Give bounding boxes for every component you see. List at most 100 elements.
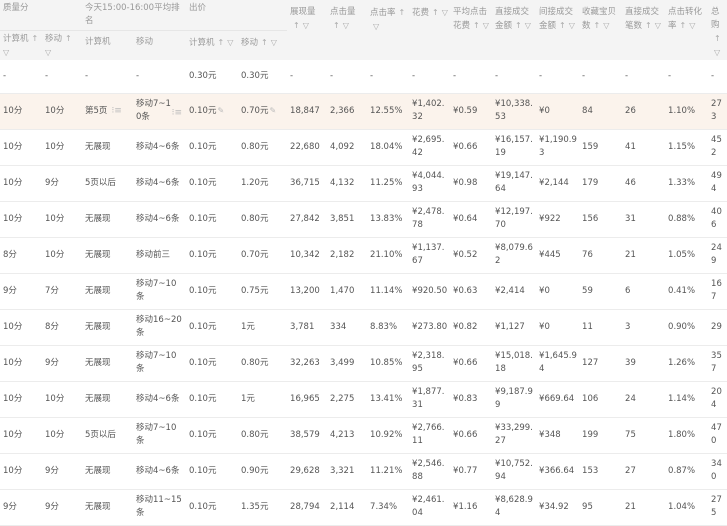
table-cell: 0.41% bbox=[668, 285, 696, 296]
metric-header[interactable]: 点击量 ↑ ▽ bbox=[327, 0, 368, 60]
table-cell: 0.10元 bbox=[189, 429, 217, 440]
table-cell: 10分 bbox=[45, 213, 65, 224]
sort-up-arrow-icon[interactable]: ↑ bbox=[293, 21, 300, 30]
table-cell: 1元 bbox=[241, 321, 255, 332]
sort-up-arrow-icon[interactable]: ↑ bbox=[593, 21, 601, 30]
table-cell: 31 bbox=[625, 213, 636, 224]
sort-up-arrow-icon[interactable]: ↑ bbox=[432, 8, 439, 17]
table-cell: ¥922 bbox=[539, 213, 561, 224]
metric-header[interactable]: 展现量 ↑ ▽ bbox=[287, 0, 328, 60]
table-cell: 0.10元 bbox=[189, 249, 217, 260]
metric-header[interactable]: 直接成交笔数 ↑ ▽ bbox=[622, 0, 666, 60]
metric-header[interactable]: 点击率 ↑ ▽ bbox=[367, 0, 410, 60]
table-cell: 0.10元 bbox=[189, 321, 217, 332]
table-row[interactable]: 10分 9分 5页以后 移动4~6条 0.10元 1.20元 36,715 4,132 11.2… bbox=[0, 165, 727, 201]
table-cell: 9分 bbox=[45, 177, 59, 188]
table-cell: 10分 bbox=[45, 249, 65, 260]
metric-header[interactable]: 间接成交金额 ↑ ▽ bbox=[536, 0, 580, 60]
sort-up-arrow-icon[interactable]: ↑ bbox=[473, 21, 480, 30]
table-cell: 0.90% bbox=[668, 321, 696, 332]
table-cell: 3 bbox=[625, 321, 631, 332]
filter-icon[interactable]: ▽ bbox=[689, 21, 696, 30]
sort-up-arrow-icon[interactable]: ↑ bbox=[333, 21, 340, 30]
table-cell: 12.55% bbox=[370, 105, 403, 116]
metric-header[interactable]: 直接成交金额 ↑ ▽ bbox=[492, 0, 537, 60]
table-cell: 移动7~10条 bbox=[136, 351, 177, 374]
filter-icon[interactable]: ▽ bbox=[373, 22, 380, 31]
quality-pc-header[interactable]: 计算机 ↑ ▽ bbox=[0, 30, 42, 60]
sort-up-arrow-icon[interactable]: ↑ bbox=[645, 21, 652, 30]
table-row[interactable]: 8分 10分 无展现 移动前三 0.10元 0.70元 10,342 2,182 21.10% ¥… bbox=[0, 237, 727, 273]
table-cell: 无展现 bbox=[85, 213, 111, 224]
filter-icon[interactable]: ▽ bbox=[45, 47, 52, 57]
filter-icon[interactable]: ▽ bbox=[524, 21, 531, 30]
table-cell: ¥0.52 bbox=[453, 249, 478, 260]
filter-icon[interactable]: ▽ bbox=[654, 21, 661, 30]
metric-header[interactable]: 花费 ↑ ▽ bbox=[409, 0, 451, 60]
filter-icon[interactable]: ▽ bbox=[270, 37, 277, 47]
table-cell: 470 bbox=[711, 423, 722, 446]
filter-icon[interactable]: ▽ bbox=[603, 21, 610, 30]
table-row[interactable]: 9分 9分 无展现 移动11~15条 0.10元 1.35元 28,794 2,114 7.34… bbox=[0, 489, 727, 525]
sort-up-arrow-icon[interactable]: ↑ bbox=[714, 34, 721, 43]
bid-pc-header[interactable]: 计算机 ↑ ▽ bbox=[186, 30, 239, 60]
table-row[interactable]: 10分 10分 无展现 移动4~6条 0.10元 1元 16,965 2,275 13.41% ¥… bbox=[0, 381, 727, 417]
rank-pc-header: 计算机 bbox=[82, 30, 134, 60]
table-row[interactable]: 10分 10分 无展现 移动4~6条 0.10元 0.80元 22,680 4,092 18.0… bbox=[0, 129, 727, 165]
table-cell: 10分 bbox=[45, 393, 65, 404]
sort-up-arrow-icon[interactable]: ↑ bbox=[65, 33, 72, 43]
table-cell: 127 bbox=[582, 357, 599, 368]
filter-icon[interactable]: ▽ bbox=[568, 21, 575, 30]
table-cell: 11.25% bbox=[370, 177, 403, 188]
table-cell: 1.26% bbox=[668, 357, 696, 368]
table-cell: 无展现 bbox=[85, 465, 111, 476]
sort-up-arrow-icon[interactable]: ↑ bbox=[559, 21, 566, 30]
sort-up-arrow-icon[interactable]: ↑ bbox=[261, 37, 268, 47]
filter-icon[interactable]: ▽ bbox=[227, 37, 234, 47]
metric-header[interactable]: 平均点击花费 ↑ ▽ bbox=[450, 0, 493, 60]
table-row[interactable]: 10分 10分 无展现 移动4~6条 0.10元 0.80元 27,842 3,851 13.8… bbox=[0, 201, 727, 237]
sort-up-arrow-icon[interactable]: ↑ bbox=[398, 8, 406, 17]
filter-icon[interactable]: ▽ bbox=[714, 48, 721, 57]
table-cell: 406 bbox=[711, 207, 722, 230]
sort-up-arrow-icon[interactable]: ↑ bbox=[679, 21, 687, 30]
table-row[interactable]: 9分 7分 无展现 移动7~10条 0.10元 0.75元 13,200 1,470 11.14… bbox=[0, 273, 727, 309]
table-cell[interactable]: 0.70元✎ bbox=[238, 93, 287, 129]
pencil-icon[interactable]: ✎ bbox=[217, 106, 225, 115]
sort-up-arrow-icon[interactable]: ↑ bbox=[515, 21, 522, 30]
table-cell: 10,342 bbox=[290, 249, 320, 260]
summary-cell: - bbox=[290, 70, 294, 81]
table-cell: ¥0.66 bbox=[453, 141, 478, 152]
list-icon[interactable]: ⁝≡ bbox=[111, 105, 122, 116]
filter-icon[interactable]: ▽ bbox=[441, 8, 448, 17]
table-cell: 0.90元 bbox=[241, 465, 269, 476]
header-label: 计算机 bbox=[3, 33, 29, 44]
table-row[interactable]: 10分 9分 无展现 移动7~10条 0.10元 0.80元 32,263 3,499 10.8… bbox=[0, 345, 727, 381]
table-cell: 0.80元 bbox=[241, 357, 269, 368]
filter-icon[interactable]: ▽ bbox=[302, 21, 309, 30]
sort-up-arrow-icon[interactable]: ↑ bbox=[217, 37, 225, 47]
metric-header[interactable]: 总购 ↑ ▽ bbox=[708, 0, 727, 60]
list-icon[interactable]: ⁝≡ bbox=[171, 107, 183, 118]
table-row[interactable]: 10分 10分 5页以后 移动7~10条 0.10元 0.80元 38,579 4,213 10… bbox=[0, 417, 727, 453]
metric-header[interactable]: 点击转化率 ↑ ▽ bbox=[665, 0, 709, 60]
filter-icon[interactable]: ▽ bbox=[482, 21, 489, 30]
header-label: 直接成交笔数 bbox=[625, 7, 660, 31]
table-cell: 10分 bbox=[45, 429, 65, 440]
table-cell: 2,182 bbox=[330, 249, 355, 260]
metric-header[interactable]: 收藏宝贝数 ↑ ▽ bbox=[579, 0, 623, 60]
filter-icon[interactable]: ▽ bbox=[342, 21, 349, 30]
table-cell[interactable]: 0.10元✎ bbox=[186, 93, 238, 129]
filter-icon[interactable]: ▽ bbox=[3, 47, 10, 57]
table-cell: 27 bbox=[625, 465, 636, 476]
table-cell: 41 bbox=[625, 141, 636, 152]
table-row[interactable]: 10分 8分 无展现 移动16~20条 0.10元 1元 3,781 334 8.83% ¥273… bbox=[0, 309, 727, 345]
pencil-icon[interactable]: ✎ bbox=[269, 106, 277, 115]
table-row[interactable]: 10分 9分 无展现 移动4~6条 0.10元 0.90元 29,628 3,321 11.21… bbox=[0, 453, 727, 489]
quality-mobile-header[interactable]: 移动 ↑ ▽ bbox=[42, 30, 83, 60]
bid-mobile-header[interactable]: 移动 ↑ ▽ bbox=[238, 30, 288, 60]
table-row[interactable]: 10分 10分 第5页 ⁝≡ 移动7~10条 ⁝≡ 0.10元✎ 0.70元✎ 18,847 2,… bbox=[0, 93, 727, 129]
table-cell: 0.10元 bbox=[189, 141, 217, 152]
sort-up-arrow-icon[interactable]: ↑ bbox=[31, 33, 39, 43]
summary-cell: - bbox=[582, 70, 586, 81]
